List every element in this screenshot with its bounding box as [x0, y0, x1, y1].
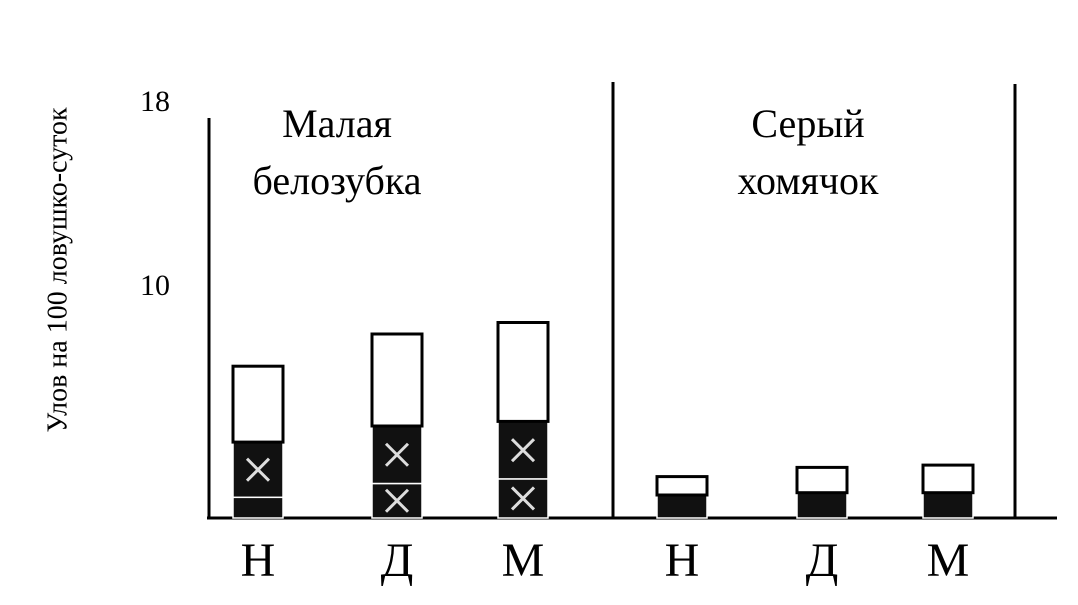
x-tick-label: М — [502, 534, 545, 587]
panel-title: белозубка — [253, 158, 422, 203]
cross-mark — [384, 488, 410, 513]
x-tick-label: Н — [241, 534, 276, 587]
bar-segment — [231, 364, 285, 444]
x-tick-label: Д — [806, 534, 839, 587]
bar-segment — [656, 494, 708, 519]
bar-segment — [232, 496, 284, 519]
x-tick-label: Н — [665, 534, 700, 587]
cross-mark — [245, 457, 271, 482]
y-tick-label: 10 — [140, 269, 170, 302]
bar-segment — [370, 332, 424, 428]
bar-segment — [921, 463, 975, 495]
panel-title: хомячок — [738, 158, 880, 203]
y-tick-label: 18 — [140, 85, 170, 118]
bar-segment — [796, 491, 848, 519]
cross-mark — [510, 438, 536, 463]
x-tick-label: М — [927, 534, 970, 587]
bar-segment — [655, 475, 709, 497]
cross-mark — [384, 442, 410, 467]
panel-title: Малая — [282, 101, 392, 146]
cross-mark — [510, 486, 536, 511]
x-tick-label: Д — [381, 534, 414, 587]
panel-title: Серый — [751, 101, 864, 146]
bar-segment — [795, 465, 849, 495]
bar-segment — [496, 321, 550, 423]
bar-segment — [922, 491, 974, 519]
y-axis-label: Улов на 100 ловушко-суток — [42, 107, 73, 433]
